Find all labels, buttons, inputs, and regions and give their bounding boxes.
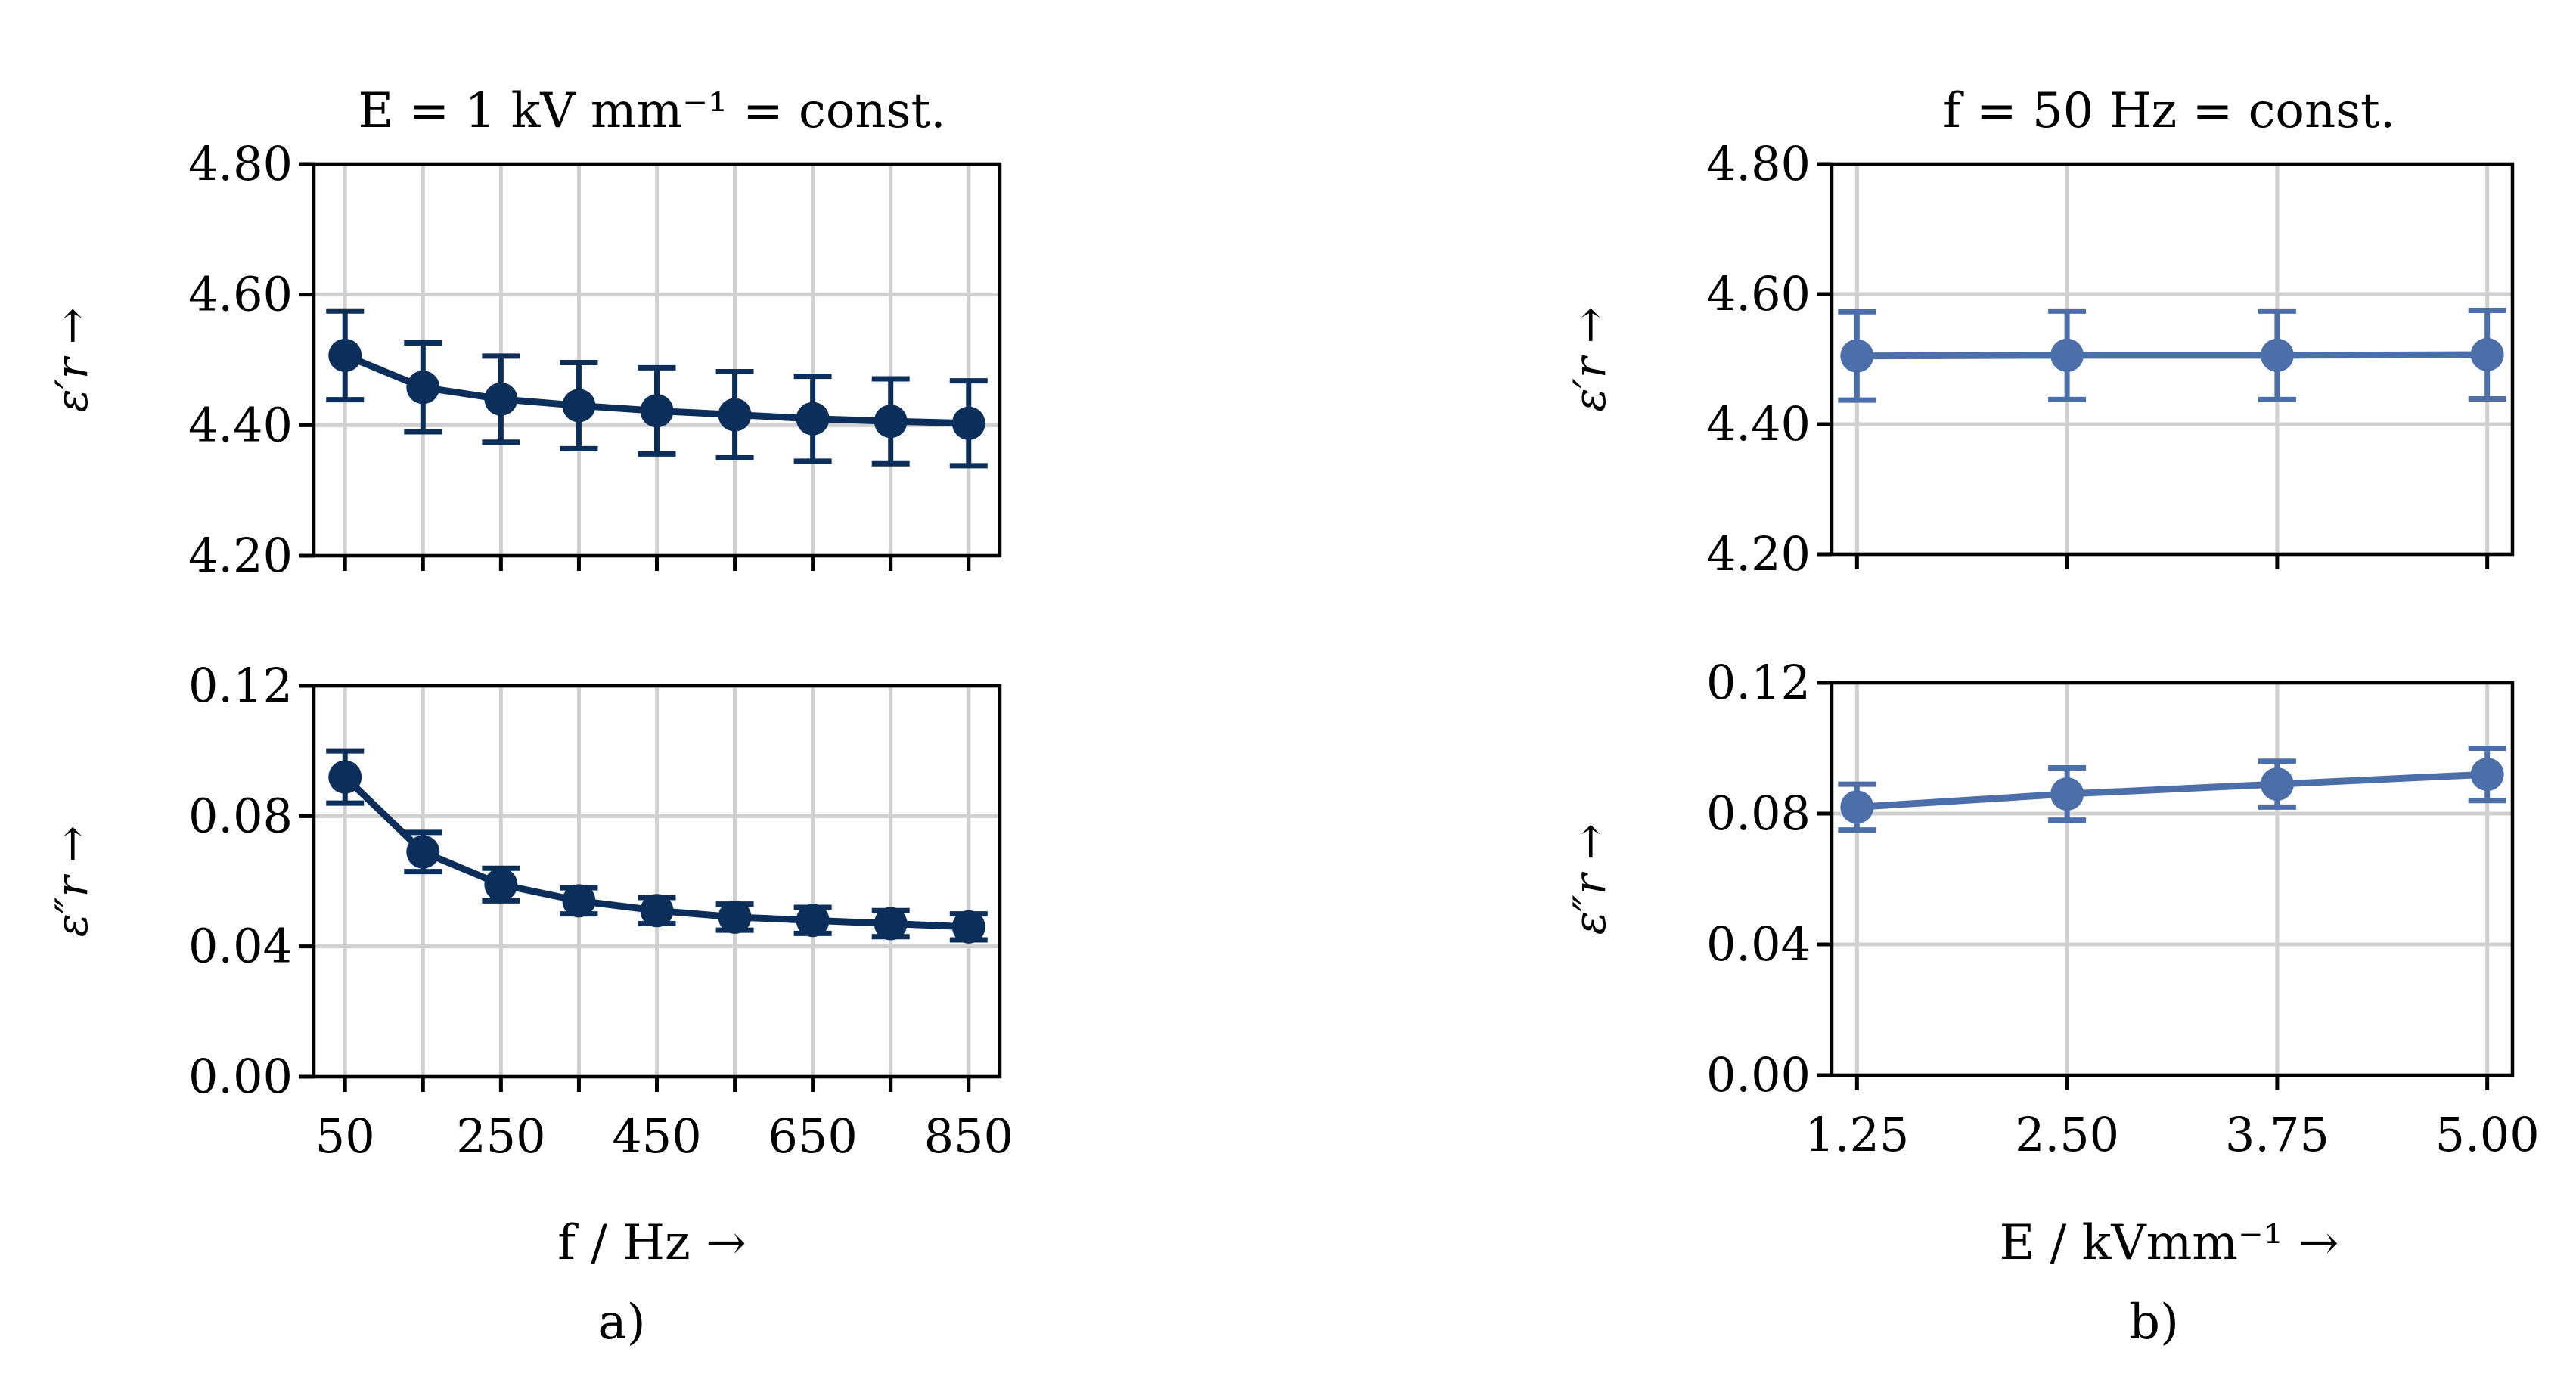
x-tick-label-2: 250 (456, 1108, 545, 1164)
panel-label-b: b) (2129, 1295, 2179, 1350)
y-tick-label-0: 0.00 (188, 1049, 293, 1104)
data-point-4 (640, 894, 674, 928)
y-tick-label-0: 4.20 (1706, 526, 1811, 581)
data-point-2 (484, 382, 518, 416)
y-axis-label: ε″r → (1564, 823, 1615, 935)
x-tick-label-0: 50 (315, 1108, 375, 1164)
y-axis-label: ε″r → (46, 826, 98, 938)
data-point-3 (562, 389, 596, 423)
x-tick-label-0: 1.25 (1805, 1107, 1909, 1162)
series-line (1857, 351, 2488, 360)
plot-frame (1830, 162, 2515, 557)
data-point-8 (951, 910, 985, 944)
y-tick-label-2: 0.08 (1706, 786, 1811, 841)
panel-label-a: a) (597, 1295, 645, 1350)
y-tick-label-2: 4.60 (1706, 266, 1811, 321)
x-tick-label-3: 5.00 (2435, 1107, 2540, 1162)
data-point-0 (328, 338, 362, 372)
y-tick-label-3: 0.12 (1706, 655, 1811, 710)
data-point-4 (640, 394, 674, 428)
y-axis-label: ε′r → (1564, 306, 1615, 411)
data-point-6 (796, 402, 830, 436)
chart-a-top: 4.20 4.40 4.60 4.80 ε′r → (46, 136, 1002, 583)
y-tick-label-2: 4.60 (188, 267, 293, 322)
data-point-7 (874, 405, 908, 439)
y-tick-label-1: 0.04 (1706, 916, 1811, 972)
title-b: f = 50 Hz = const. (1943, 83, 2395, 139)
series-line (1857, 771, 2488, 811)
data-point-2 (2260, 338, 2294, 372)
x-tick-label-4: 450 (612, 1108, 701, 1164)
data-point-3 (562, 884, 596, 918)
x-tick-label-2: 3.75 (2225, 1107, 2329, 1162)
y-tick-label-2: 0.08 (188, 788, 293, 843)
data-point-1 (406, 371, 440, 405)
panels: 4.20 4.40 4.60 4.80 ε′r → 0.00 0.04 0.08 0.12 50 2… (46, 136, 2540, 1164)
data-point-0 (328, 760, 362, 794)
xlabel-a: f / Hz → (557, 1215, 746, 1271)
y-tick-label-0: 4.20 (188, 528, 293, 583)
data-point-0 (1840, 790, 1874, 824)
data-point-3 (2470, 337, 2504, 371)
data-point-5 (718, 900, 752, 934)
y-axis-label: ε′r → (46, 307, 98, 412)
data-point-1 (406, 835, 440, 869)
data-point-2 (2260, 767, 2294, 802)
y-tick-label-0: 0.00 (1706, 1047, 1811, 1102)
xlabel-b: E / kVmm⁻¹ → (2000, 1215, 2339, 1271)
data-point-3 (2470, 758, 2504, 792)
data-point-1 (2050, 777, 2084, 811)
plot-frame (1830, 681, 2515, 1077)
y-tick-label-1: 4.40 (188, 397, 293, 452)
x-tick-label-6: 650 (768, 1108, 857, 1164)
y-tick-label-3: 0.12 (188, 658, 293, 713)
data-point-5 (718, 398, 752, 432)
y-tick-label-1: 0.04 (188, 919, 293, 974)
y-tick-label-3: 4.80 (188, 136, 293, 191)
data-point-7 (874, 907, 908, 941)
x-tick-label-8: 850 (924, 1108, 1013, 1164)
chart-b-bottom: 0.00 0.04 0.08 0.12 1.25 2.50 3.75 5.00 ε″r → (1564, 655, 2540, 1162)
data-point-1 (2050, 338, 2084, 372)
title-a: E = 1 kV mm⁻¹ = const. (358, 83, 945, 139)
y-tick-label-3: 4.80 (1706, 136, 1811, 191)
y-tick-label-1: 4.40 (1706, 396, 1811, 451)
data-point-6 (796, 904, 830, 938)
data-point-8 (951, 406, 985, 440)
x-tick-label-1: 2.50 (2015, 1107, 2119, 1162)
data-point-0 (1840, 339, 1874, 373)
data-point-2 (484, 867, 518, 901)
chart-b-top: 4.20 4.40 4.60 4.80 ε′r → (1564, 136, 2515, 581)
chart-a-bottom: 0.00 0.04 0.08 0.12 50 250 450 650 850 ε″r → (46, 658, 1013, 1164)
